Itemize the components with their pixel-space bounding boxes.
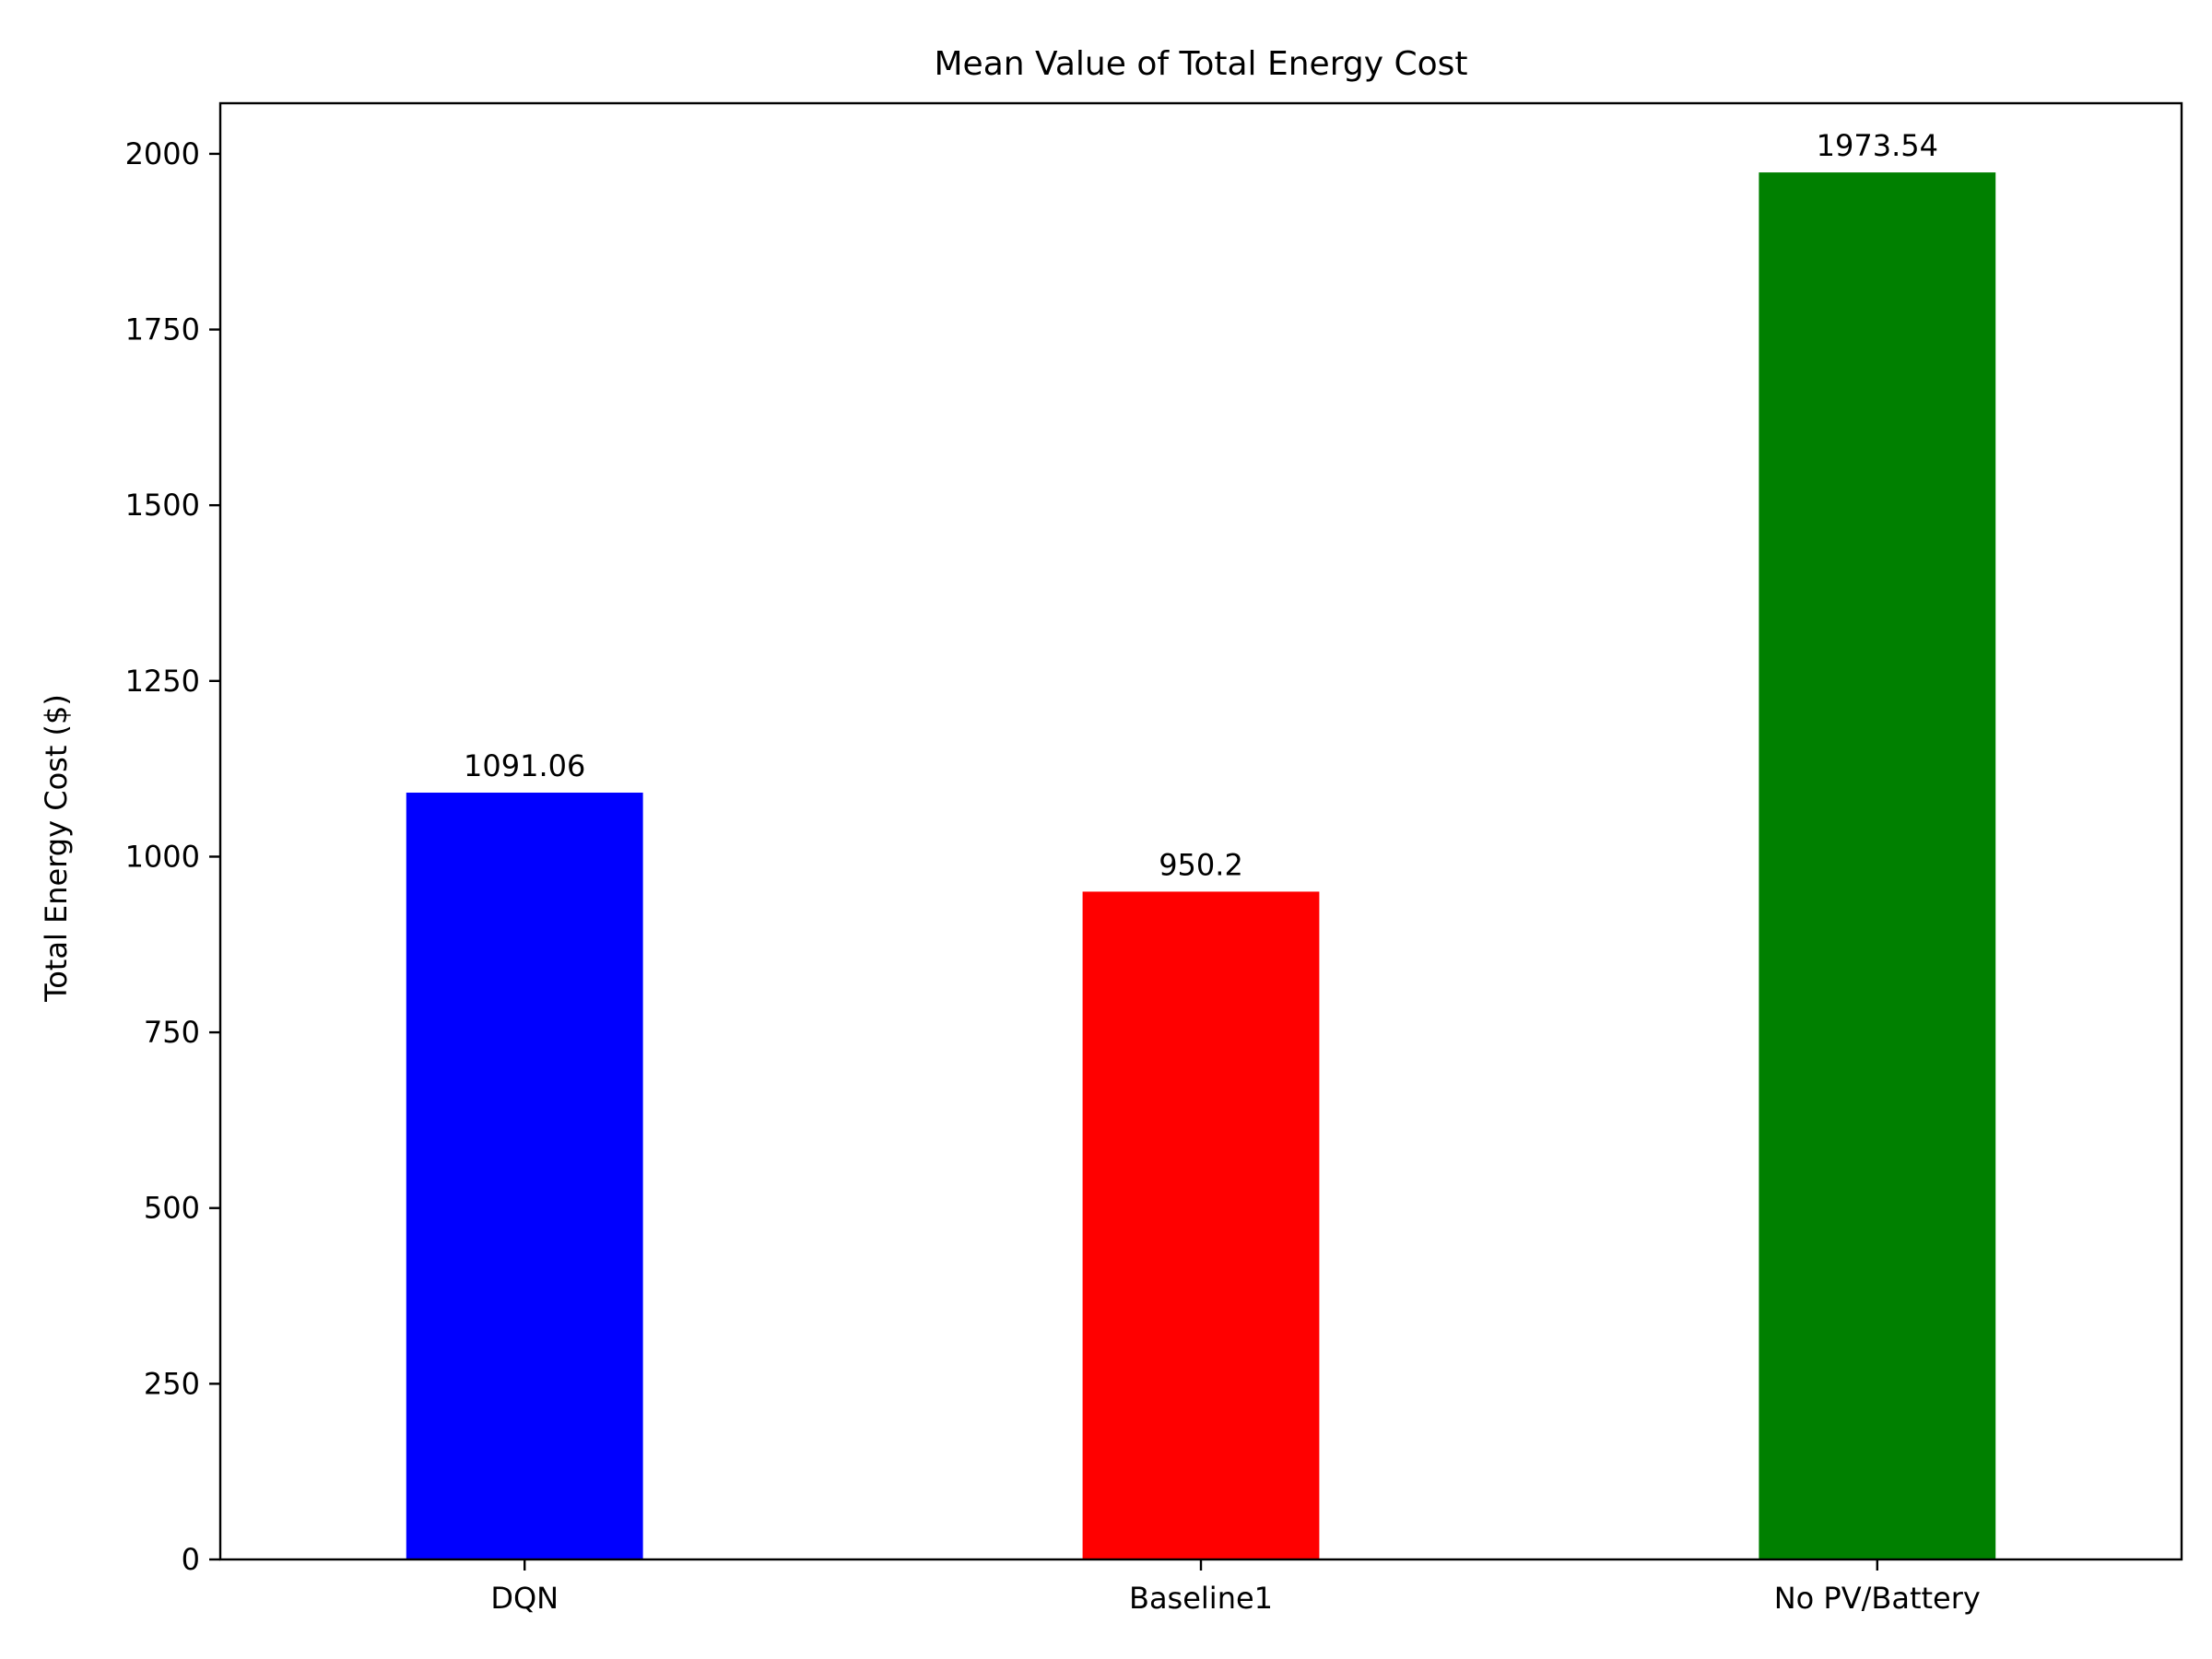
- y-tick-label: 1000: [125, 839, 200, 874]
- bar-value-label: 1091.06: [464, 748, 585, 783]
- y-tick-label: 0: [182, 1542, 200, 1577]
- y-tick-label: 2000: [125, 136, 200, 171]
- chart-title: Mean Value of Total Energy Cost: [934, 45, 1467, 83]
- bar-no-pv-battery: [1759, 172, 1996, 1559]
- bar-dqn: [406, 793, 643, 1559]
- y-tick-label: 750: [144, 1015, 200, 1050]
- bar-value-label: 1973.54: [1817, 128, 1938, 163]
- x-tick-label: No PV/Battery: [1774, 1581, 1981, 1616]
- y-tick-label: 1250: [125, 664, 200, 699]
- y-tick-label: 500: [144, 1191, 200, 1226]
- x-axis-ticks: DQN Baseline1 No PV/Battery: [490, 1559, 1981, 1616]
- y-tick-label: 250: [144, 1366, 200, 1401]
- y-axis-ticks: 0 250 500 750 1000 1250 1500 1750 2000: [125, 136, 220, 1577]
- plot-area-frame: [218, 101, 2183, 1561]
- value-labels-group: 1091.06 950.2 1973.54: [464, 128, 1938, 882]
- y-axis-label: Total Energy Cost ($): [39, 694, 74, 1003]
- bar-value-label: 950.2: [1159, 847, 1243, 882]
- bars-group: [406, 172, 1996, 1559]
- x-tick-label: Baseline1: [1129, 1581, 1273, 1616]
- y-tick-label: 1750: [125, 312, 200, 347]
- bar-baseline1: [1082, 891, 1320, 1559]
- y-tick-label: 1500: [125, 488, 200, 523]
- x-tick-label: DQN: [490, 1581, 559, 1616]
